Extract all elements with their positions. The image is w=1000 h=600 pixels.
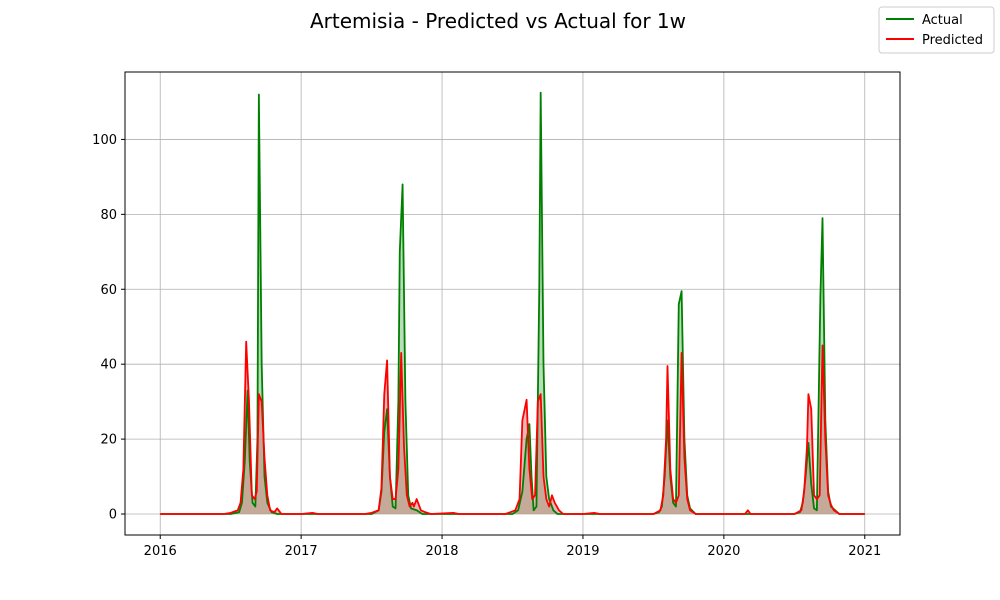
series-line-actual — [160, 91, 865, 515]
y-tick-label: 100 — [92, 133, 117, 148]
plot-area: 2016 2017 2018 2019 2020 2021 0 20 40 60 80 100 — [92, 71, 901, 559]
y-axis: 0 20 40 60 80 100 — [92, 133, 125, 523]
area-fills — [160, 92, 865, 515]
grid-lines — [125, 72, 900, 535]
y-tick-label: 0 — [109, 508, 117, 523]
legend-label-predicted: Predicted — [922, 33, 983, 48]
y-tick-label: 80 — [100, 208, 117, 223]
legend-label-actual: Actual — [922, 13, 963, 28]
x-tick-label: 2018 — [425, 544, 458, 559]
x-tick-label: 2017 — [285, 544, 318, 559]
series-lines — [160, 91, 865, 515]
x-tick-label: 2019 — [566, 544, 599, 559]
x-tick-label: 2020 — [707, 544, 740, 559]
y-tick-label: 40 — [100, 358, 117, 373]
y-tick-label: 20 — [100, 433, 117, 448]
chart-title: Artemisia - Predicted vs Actual for 1w — [310, 9, 686, 33]
area-actual — [160, 92, 865, 515]
y-tick-label: 60 — [100, 283, 117, 298]
legend: Actual Predicted — [878, 6, 995, 54]
plot-frame — [124, 71, 901, 536]
x-tick-label: 2021 — [848, 544, 881, 559]
series-line-predicted — [160, 340, 865, 515]
x-axis: 2016 2017 2018 2019 2020 2021 — [144, 535, 881, 559]
x-tick-label: 2016 — [144, 544, 177, 559]
